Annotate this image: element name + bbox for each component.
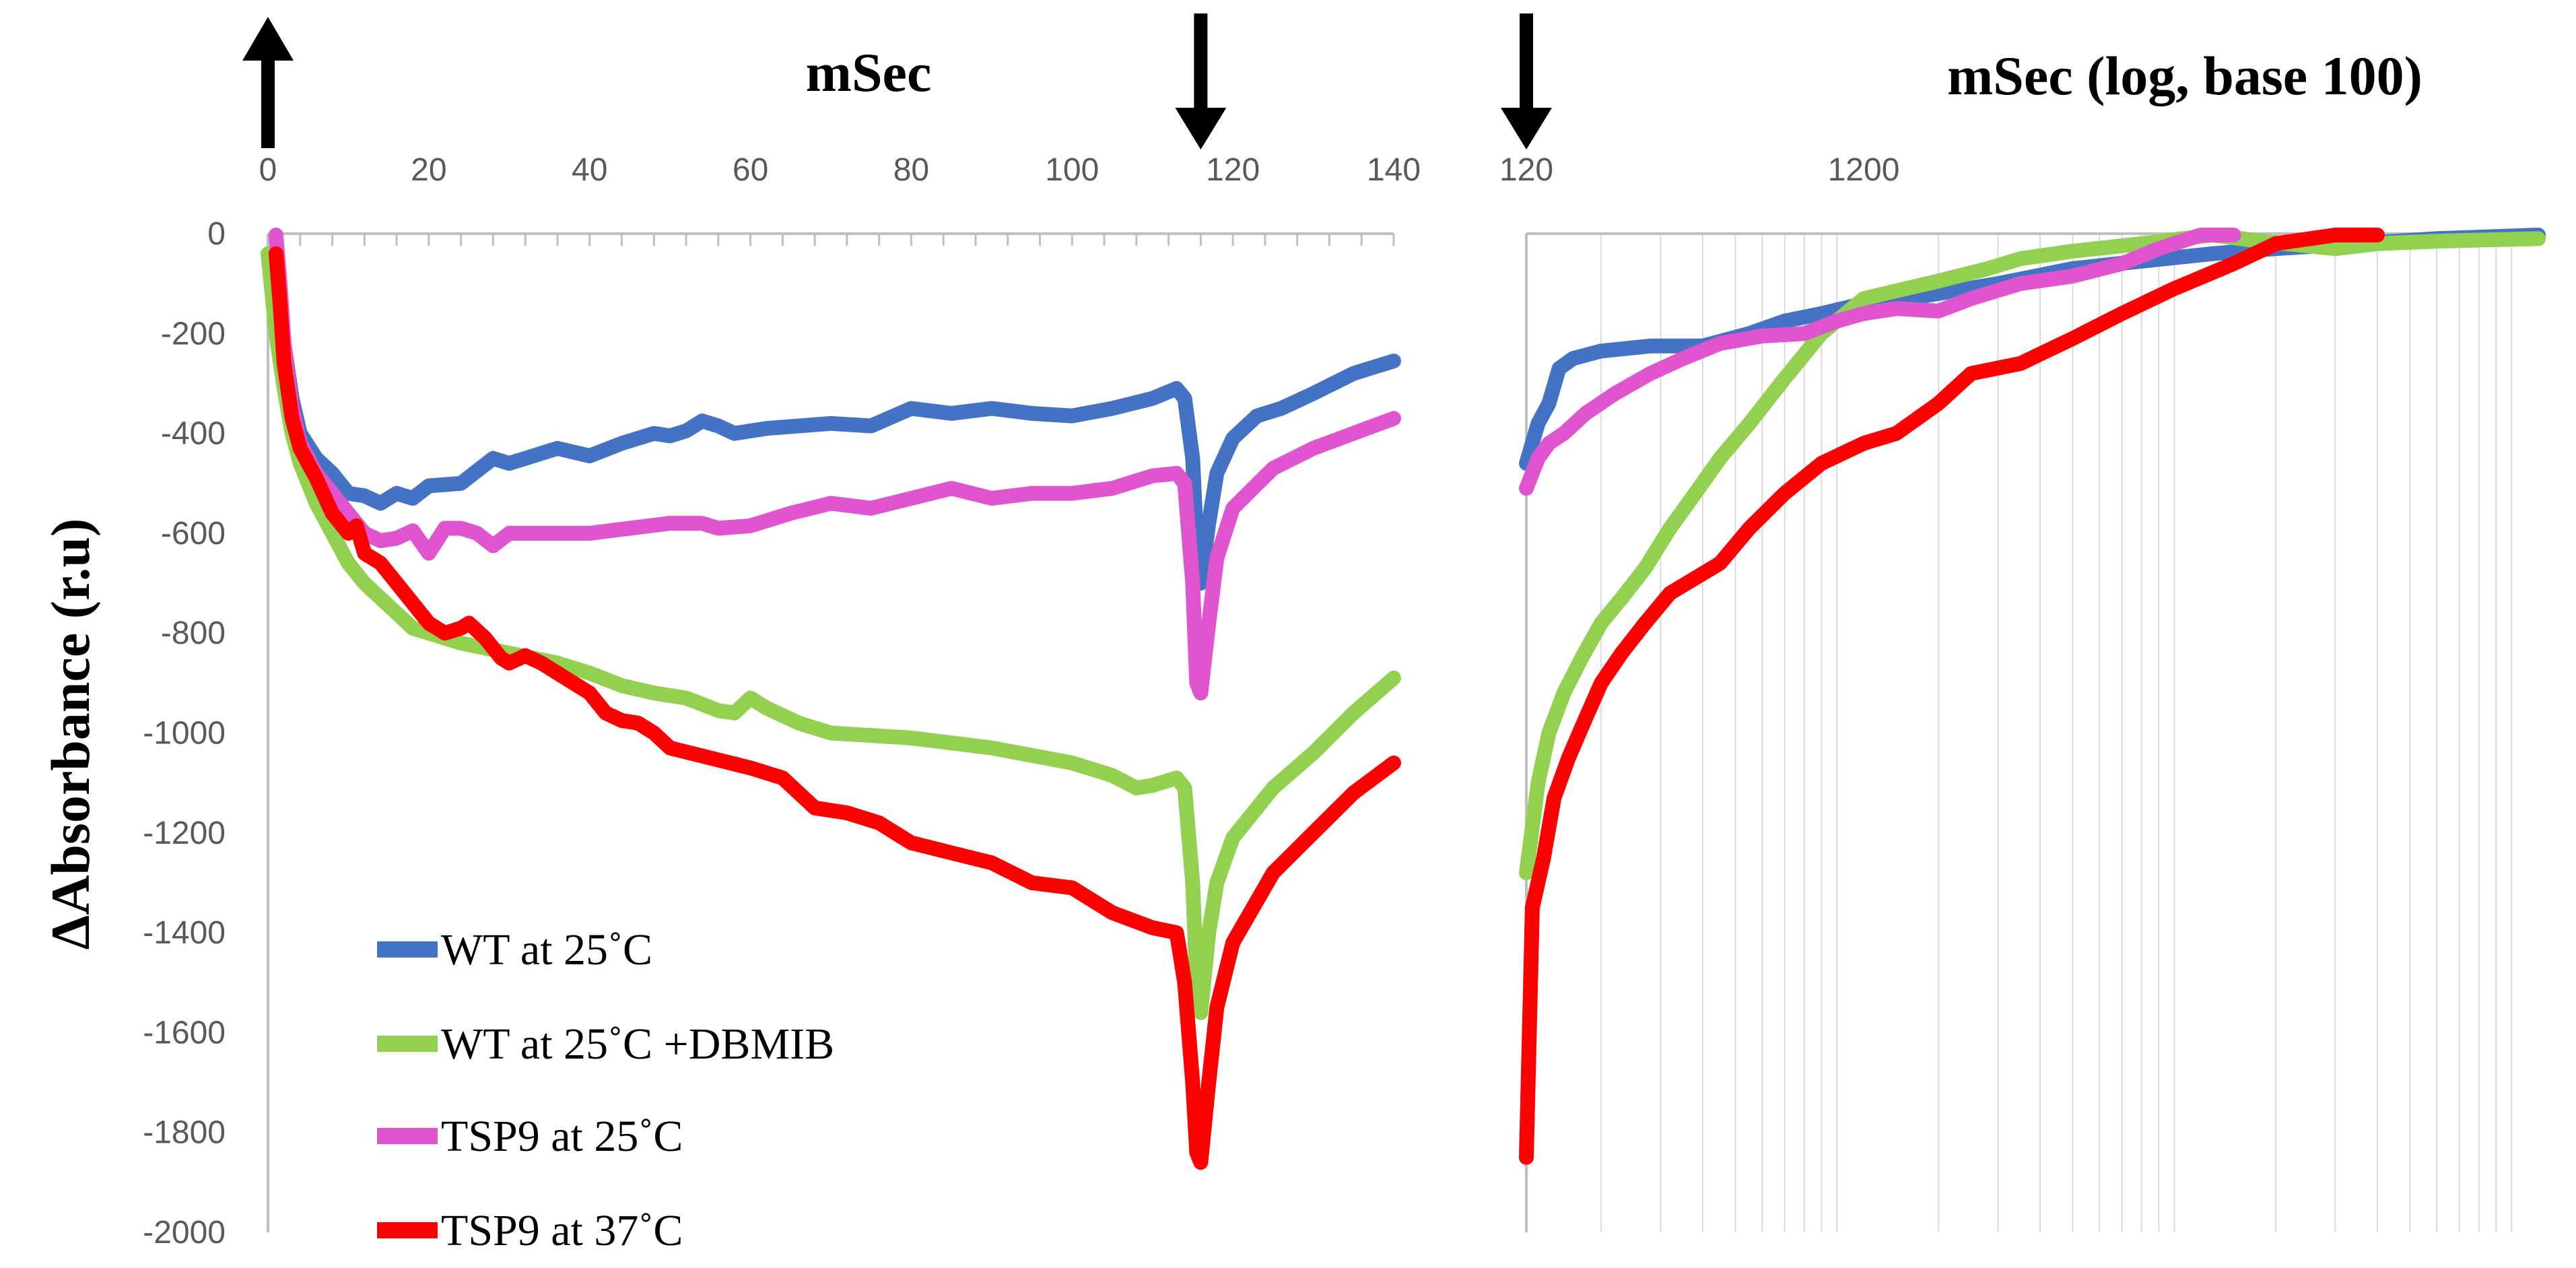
- y-tick-label: -1400: [143, 915, 226, 951]
- legend-item: WT at 25˚C +DBMIB: [377, 1020, 834, 1069]
- legend-item: TSP9 at 25˚C: [377, 1112, 683, 1161]
- series-4-log-line: [1519, 228, 2385, 1165]
- y-tick-label: 0: [207, 216, 226, 252]
- linear-x-tick-label: 80: [893, 152, 929, 188]
- arrows-layer: [242, 13, 1552, 149]
- y-tick-label: -1800: [143, 1115, 226, 1151]
- linear-x-tick-label: 20: [411, 152, 446, 188]
- legend-item: TSP9 at 37˚C: [377, 1206, 683, 1255]
- x-tick-labels: 0 20 40 60 80 100 120 140 120 1200: [259, 152, 1900, 188]
- linear-panel-title: mSec: [806, 42, 932, 103]
- y-tick-label: -1200: [143, 815, 226, 851]
- y-tick-label: -400: [161, 416, 226, 452]
- log-panel-gridlines: [1600, 234, 2513, 1232]
- linear-x-tick-label: 140: [1367, 152, 1421, 188]
- series-2-linear-line: [261, 246, 1401, 1020]
- legend-item: WT at 25˚C: [377, 925, 652, 974]
- y-tick-labels: 0 -200 -400 -600 -800 -1000 -1200 -1400 -1600 -18…: [143, 216, 226, 1250]
- series-1-linear-line: [268, 251, 1401, 591]
- y-tick-label: -1600: [143, 1015, 226, 1050]
- series-3-log-line: [1519, 228, 2241, 496]
- y-tick-label: -1000: [143, 716, 226, 752]
- series-layer: [261, 228, 2546, 1170]
- flash-on-arrow: [242, 17, 294, 148]
- linear-x-tick-label: 120: [1206, 152, 1260, 188]
- flash-off-arrow: [1175, 13, 1227, 149]
- y-axis-title: ΔAbsorbance (r.u): [40, 519, 101, 950]
- log-panel-title: mSec (log, base 100): [1947, 45, 2422, 106]
- legend-label: WT at 25˚C +DBMIB: [441, 1020, 834, 1069]
- axes: [267, 232, 2538, 1232]
- legend-label: TSP9 at 25˚C: [441, 1112, 683, 1161]
- linear-x-tick-label: 60: [733, 152, 768, 188]
- linear-x-tick-label: 40: [572, 152, 607, 188]
- y-tick-label: -2000: [143, 1215, 226, 1250]
- log-start-arrow: [1501, 13, 1552, 149]
- linear-x-tick-label: 100: [1045, 152, 1099, 188]
- y-tick-label: -600: [161, 516, 226, 552]
- linear-x-minor-ticks: [267, 234, 1395, 246]
- series-4-linear-line: [268, 246, 1401, 1170]
- series-2-log-line: [1519, 228, 2546, 881]
- legend-label: WT at 25˚C: [441, 925, 652, 974]
- y-tick-label: -200: [161, 316, 226, 352]
- linear-x-tick-label: 0: [259, 152, 277, 188]
- legend-label: TSP9 at 37˚C: [441, 1206, 683, 1255]
- log-x-tick-label: 1200: [1828, 152, 1900, 188]
- log-x-tick-label: 120: [1499, 152, 1553, 188]
- legend: WT at 25˚C WT at 25˚C +DBMIB TSP9 at 25˚C T…: [377, 925, 834, 1255]
- series-1-log-line: [1519, 228, 2546, 471]
- y-tick-label: -800: [161, 615, 226, 651]
